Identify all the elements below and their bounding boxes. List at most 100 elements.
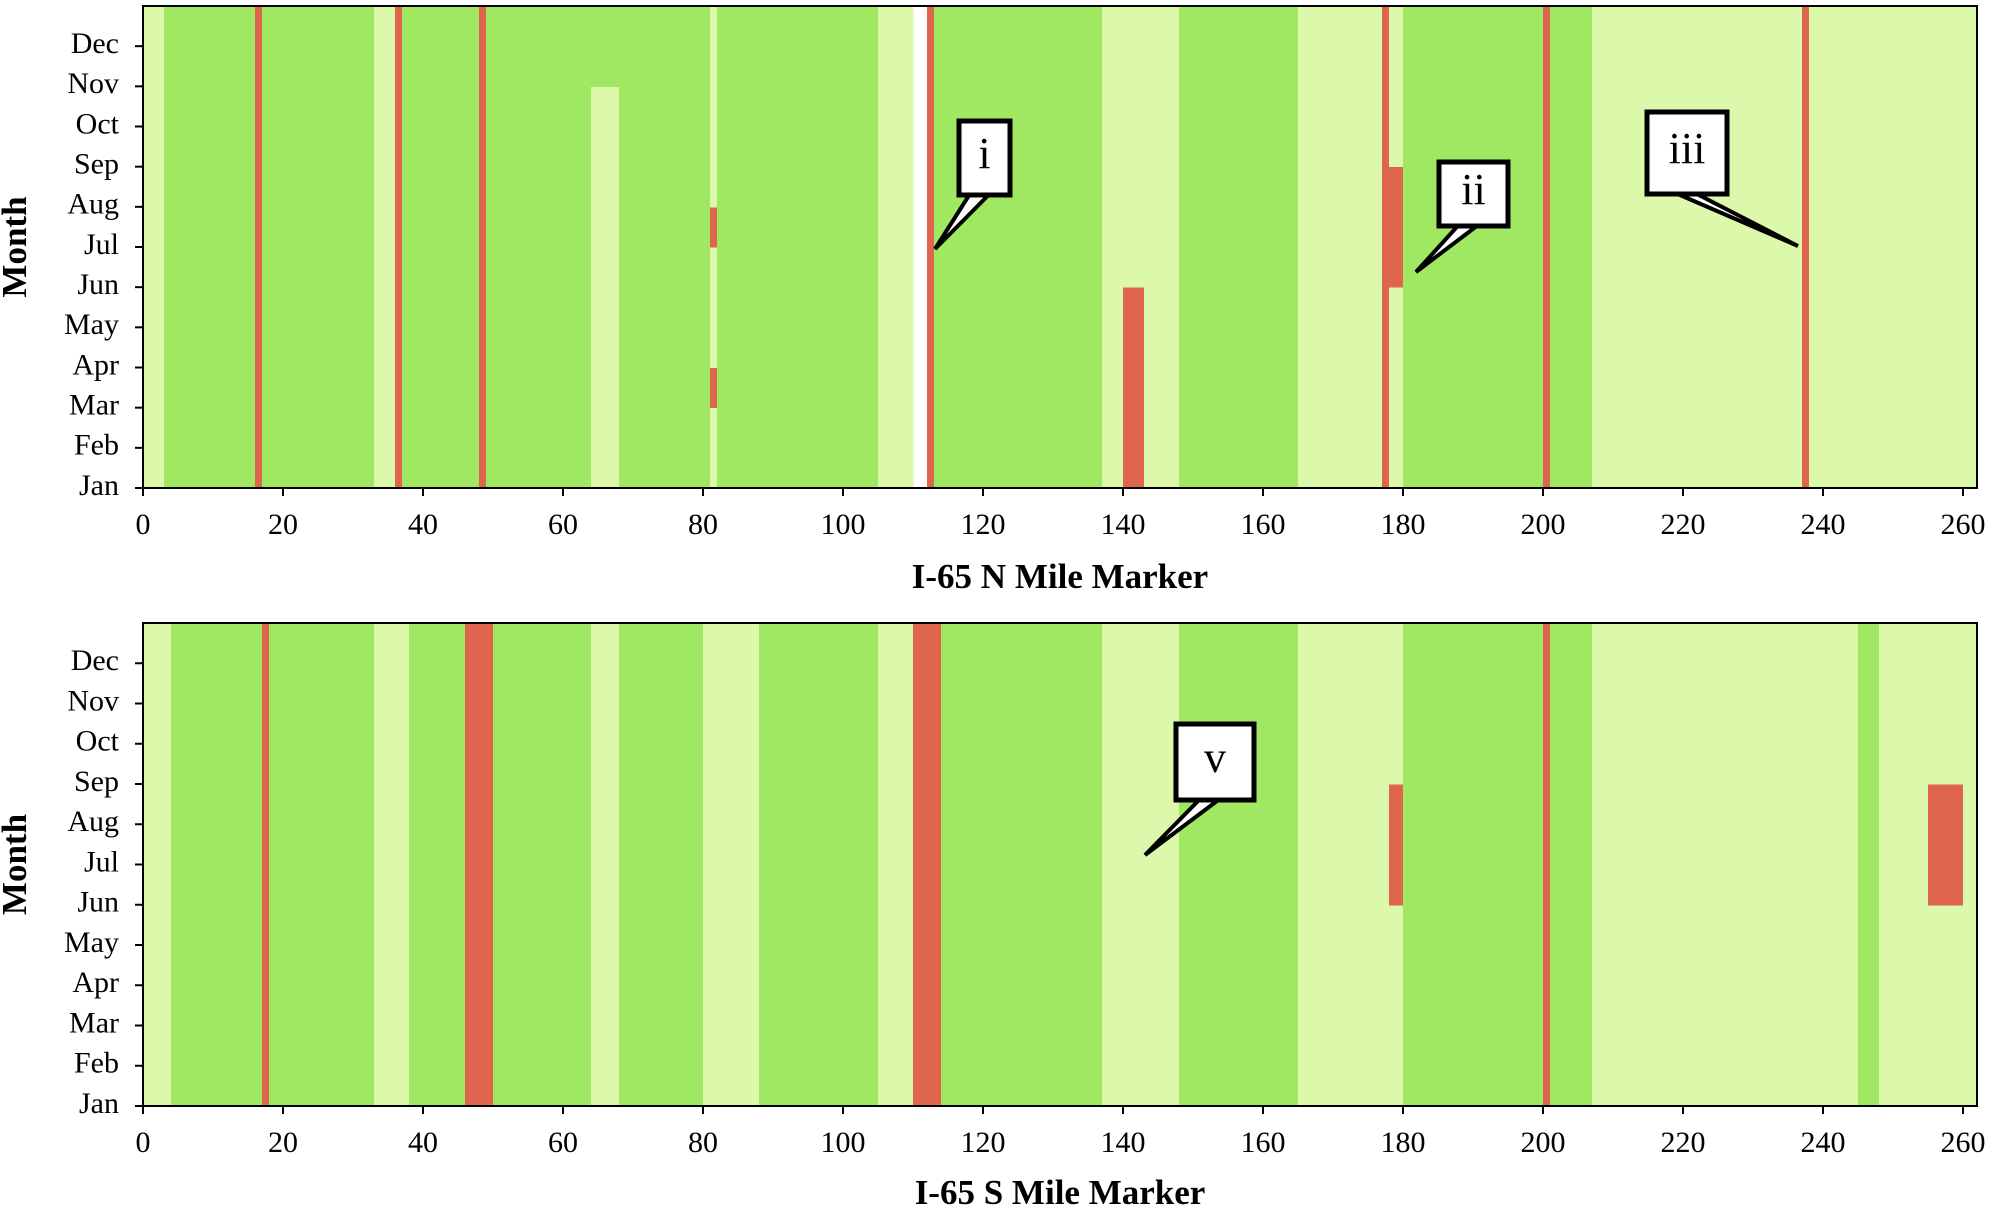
- heat-cell: [1298, 864, 1390, 906]
- heat-cell: [374, 46, 396, 87]
- heat-cell: [878, 166, 914, 208]
- heat-cell: [1858, 743, 1880, 785]
- y-tick-label: Jul: [84, 228, 119, 261]
- heat-cell: [493, 985, 592, 1026]
- heat-cell: [1179, 824, 1299, 865]
- heat-cell: [164, 407, 256, 449]
- heat-cell: [710, 126, 718, 168]
- heat-cell: [1102, 904, 1180, 946]
- heat-cell: [759, 864, 879, 906]
- heat-cell: [493, 703, 592, 745]
- heat-cell: [1592, 1025, 1859, 1067]
- heat-cell: [1123, 6, 1145, 47]
- heat-cell: [1102, 1065, 1180, 1107]
- heat-cell: [1389, 407, 1404, 449]
- heat-cell: [1858, 985, 1880, 1026]
- heat-cell: [878, 206, 914, 248]
- heat-cell: [619, 1065, 704, 1107]
- heat-cell: [1389, 945, 1404, 986]
- heat-cell: [1123, 367, 1145, 409]
- heat-cell: [1963, 703, 1978, 745]
- y-tick-label: Apr: [72, 966, 119, 999]
- heat-cell: [1550, 1065, 1593, 1107]
- heat-cell: [1389, 247, 1404, 288]
- heat-cell: [1389, 663, 1404, 704]
- heat-cell: [1809, 166, 1978, 208]
- heat-cell: [1102, 447, 1124, 489]
- heat-cell: [913, 904, 942, 946]
- heat-cell: [1144, 86, 1180, 127]
- x-tick-label: 240: [1801, 508, 1846, 541]
- heat-cell: [374, 166, 396, 208]
- heat-cell: [1543, 247, 1551, 288]
- heat-cell: [1809, 247, 1978, 288]
- heat-cell: [1592, 367, 1803, 409]
- heat-cell: [395, 407, 403, 449]
- heat-cell: [1179, 166, 1299, 208]
- y-tick-label: Jan: [79, 1087, 119, 1120]
- heat-cell: [717, 206, 879, 248]
- heat-cell: [1802, 367, 1810, 409]
- heat-cell: [143, 1025, 172, 1067]
- heat-cell: [1123, 327, 1145, 368]
- heat-cell: [1963, 985, 1978, 1026]
- heat-cell: [143, 663, 172, 704]
- heat-cell: [1592, 824, 1859, 865]
- heat-cell: [1928, 904, 1964, 946]
- heat-cell: [1298, 784, 1390, 825]
- heat-cell: [927, 206, 935, 248]
- heat-cell: [703, 945, 760, 986]
- heat-cell: [374, 945, 410, 986]
- x-tick-label: 240: [1801, 1126, 1846, 1159]
- heat-cell: [703, 623, 760, 664]
- heat-cell: [493, 864, 592, 906]
- callout-box: [1644, 109, 1730, 197]
- heat-cell: [591, 945, 620, 986]
- heat-cell: [934, 6, 1103, 47]
- heat-cell: [1809, 447, 1978, 489]
- heat-cell: [255, 6, 263, 47]
- heat-cell: [710, 46, 718, 87]
- x-tick-label: 120: [961, 1126, 1006, 1159]
- heat-cell: [1179, 1025, 1299, 1067]
- heat-cell: [927, 247, 935, 288]
- heat-cell: [1543, 663, 1551, 704]
- heat-cell: [262, 743, 270, 785]
- heat-cell: [941, 945, 1103, 986]
- heat-cell: [1928, 703, 1964, 745]
- heat-cell: [934, 287, 1103, 328]
- heat-cell: [1550, 784, 1593, 825]
- y-tick-label: Oct: [76, 107, 120, 140]
- heat-cell: [255, 287, 263, 328]
- heat-cell: [1102, 1025, 1180, 1067]
- heat-cell: [395, 287, 403, 328]
- heat-cell: [1298, 287, 1383, 328]
- heat-cell: [1802, 6, 1810, 47]
- heat-cell: [1298, 824, 1390, 865]
- heat-cell: [486, 86, 592, 127]
- x-tick-label: 180: [1381, 508, 1426, 541]
- y-axis-title: Month: [0, 814, 34, 915]
- heat-cell: [591, 166, 620, 208]
- heat-cell: [374, 985, 410, 1026]
- heat-cell: [619, 407, 711, 449]
- heat-cell: [1382, 206, 1390, 248]
- heat-cell: [941, 864, 1103, 906]
- heat-cell: [1298, 367, 1383, 409]
- heat-cell: [1389, 86, 1404, 127]
- heat-cell: [703, 864, 760, 906]
- heat-cell: [1144, 126, 1180, 168]
- heat-cell: [878, 864, 914, 906]
- heat-cell: [143, 407, 165, 449]
- heat-cell: [1403, 46, 1544, 87]
- heat-cell: [1879, 663, 1929, 704]
- heat-cell: [759, 824, 879, 865]
- heat-cell: [591, 206, 620, 248]
- heat-cell: [591, 6, 620, 47]
- heat-cell: [1298, 6, 1383, 47]
- heat-cell: [1809, 327, 1978, 368]
- heat-cell: [1179, 86, 1299, 127]
- heat-cell: [1550, 864, 1593, 906]
- heat-cell: [1123, 86, 1145, 127]
- heat-cell: [374, 864, 410, 906]
